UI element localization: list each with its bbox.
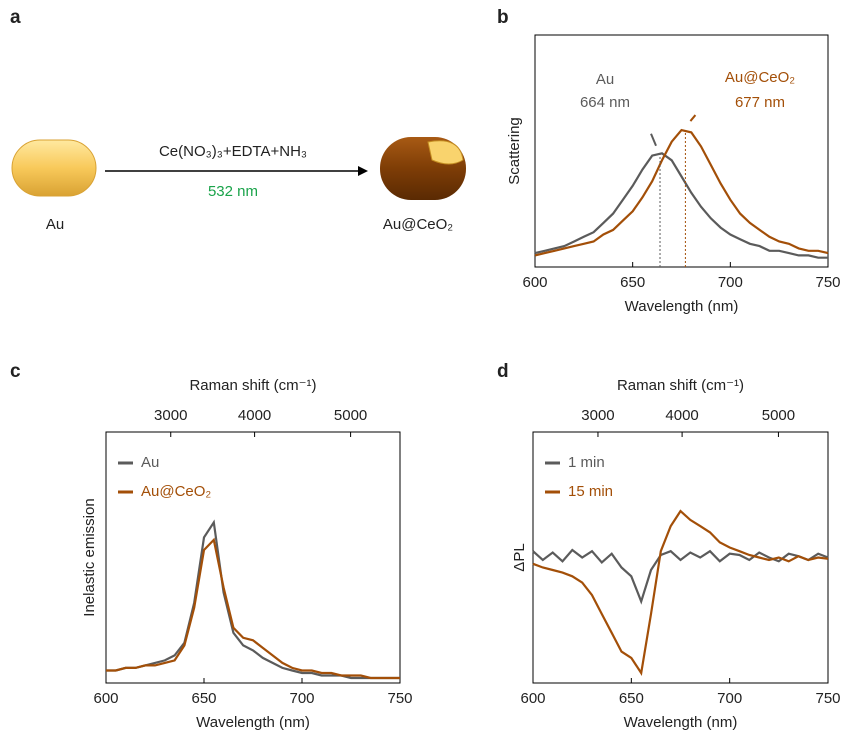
- x-tick-label: 750: [815, 274, 840, 291]
- peak-tick: [650, 133, 657, 147]
- x-tick-label: 750: [815, 690, 840, 707]
- x2-tick-label: 4000: [665, 407, 698, 424]
- peak-name: Au@CeO₂: [725, 69, 795, 86]
- x2-axis-label: Raman shift (cm⁻¹): [617, 377, 744, 394]
- x2-tick-label: 5000: [334, 407, 367, 424]
- x-tick-label: 750: [387, 690, 412, 707]
- x-axis-label: Wavelength (nm): [625, 298, 739, 315]
- series-line: [106, 537, 400, 680]
- product-label: Au@CeO₂: [383, 216, 453, 233]
- panel-letter: d: [497, 361, 509, 382]
- legend-label: Au: [141, 454, 159, 471]
- plot-frame: [105, 431, 401, 684]
- peak-name: Au: [596, 71, 614, 88]
- exposed-core: [427, 140, 464, 165]
- peak-label: 664 nm: [580, 94, 630, 111]
- y-axis-label: Scattering: [506, 117, 523, 185]
- x-tick-label: 650: [620, 274, 645, 291]
- x-tick-label: 600: [520, 690, 545, 707]
- x2-tick-label: 4000: [238, 407, 271, 424]
- peak-tick: [689, 114, 697, 122]
- x-tick-label: 700: [718, 274, 743, 291]
- series-line: [532, 548, 829, 605]
- au-rod: [11, 139, 97, 197]
- x2-tick-label: 3000: [154, 407, 187, 424]
- x2-axis-label: Raman shift (cm⁻¹): [189, 377, 316, 394]
- y-axis-label: Inelastic emission: [81, 498, 98, 616]
- x-tick-label: 600: [522, 274, 547, 291]
- legend-label: 1 min: [568, 454, 605, 471]
- reagents: Ce(NO₃)₃+EDTA+NH₃: [159, 143, 307, 160]
- legend-label: 15 min: [568, 483, 613, 500]
- laser: 532 nm: [208, 183, 258, 200]
- x-tick-label: 650: [619, 690, 644, 707]
- arrow-head: [358, 166, 368, 176]
- x-axis-label: Wavelength (nm): [196, 714, 310, 731]
- x2-tick-label: 3000: [581, 407, 614, 424]
- series-line: [106, 519, 400, 680]
- series-line: [534, 152, 828, 259]
- x-axis-label: Wavelength (nm): [624, 714, 738, 731]
- peak-label: 677 nm: [735, 94, 785, 111]
- x-tick-label: 700: [717, 690, 742, 707]
- panel-letter: b: [497, 7, 509, 28]
- y-axis-label: ΔPL: [511, 543, 528, 571]
- panel-letter: c: [10, 361, 21, 382]
- legend-label: Au@CeO₂: [141, 483, 211, 500]
- series-line: [532, 509, 829, 676]
- x-tick-label: 650: [191, 690, 216, 707]
- plot-frame: [534, 34, 829, 268]
- x2-tick-label: 5000: [762, 407, 795, 424]
- x-tick-label: 700: [289, 690, 314, 707]
- panel-letter: a: [10, 7, 21, 28]
- x-tick-label: 600: [93, 690, 118, 707]
- series-line: [534, 128, 829, 257]
- start-label: Au: [46, 216, 64, 233]
